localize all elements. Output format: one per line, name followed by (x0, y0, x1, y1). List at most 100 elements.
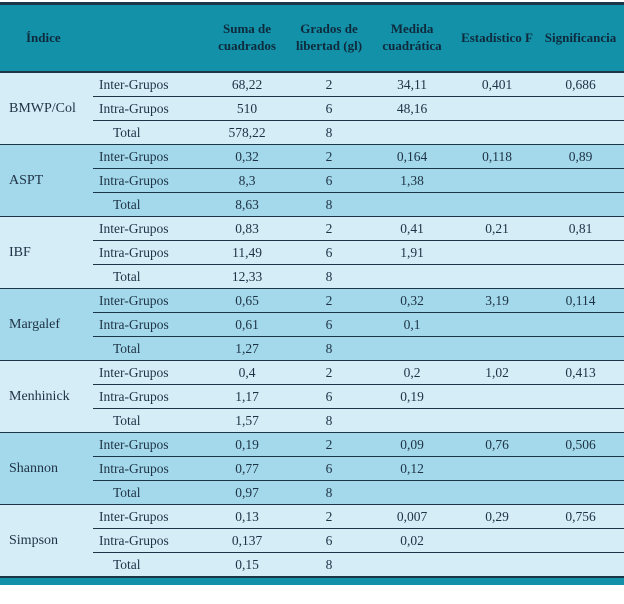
value-cell (457, 408, 538, 433)
value-cell: 8 (291, 336, 368, 361)
row-label-cell: Intra-Grupos (93, 528, 204, 553)
value-cell: 48,16 (367, 96, 458, 121)
value-cell (537, 96, 624, 121)
value-cell (457, 264, 538, 289)
value-cell: 0,007 (367, 504, 458, 529)
table-row: Menhinick Inter-Grupos 0,4 2 0,2 1,02 0,413 (0, 360, 624, 433)
value-cell: 0,19 (203, 432, 292, 457)
row-label-cell: Inter-Grupos (93, 360, 204, 385)
value-cell (537, 240, 624, 265)
value-cell: 68,22 (203, 71, 292, 97)
value-cell (457, 192, 538, 217)
table-row: Shannon Inter-Grupos 0,19 2 0,09 0,76 0,506 (0, 432, 624, 505)
table-row: Intra-Grupos 11,49 6 1,91 (0, 240, 624, 265)
value-cell (457, 456, 538, 481)
row-label-cell: Inter-Grupos (93, 71, 204, 97)
value-cell: 3,19 (457, 288, 538, 313)
value-cell: 0,164 (367, 144, 458, 169)
value-cell: 1,57 (203, 408, 292, 433)
row-label-cell: Total (93, 264, 204, 289)
value-cell: 0,32 (203, 144, 292, 169)
table-row: Margalef Inter-Grupos 0,65 2 0,32 3,19 0,114 (0, 288, 624, 361)
index-name-cell: Margalef (0, 288, 93, 361)
table-row: Intra-Grupos 0,137 6 0,02 (0, 528, 624, 553)
table-row: Total 1,27 8 (0, 336, 624, 361)
value-cell: 0,76 (457, 432, 538, 457)
value-cell: 0,65 (203, 288, 292, 313)
value-cell: 0,02 (367, 528, 458, 553)
row-label-cell: Total (93, 336, 204, 361)
table-header: Índice Suma de cuadrados Grados de liber… (0, 3, 624, 73)
table-row: BMWP/Col Inter-Grupos 68,22 2 34,11 0,401 0,68… (0, 71, 624, 145)
value-cell (457, 168, 538, 193)
value-cell: 0,61 (203, 312, 292, 337)
index-name-cell: ASPT (0, 144, 93, 217)
value-cell: 8 (291, 480, 368, 505)
col-header-gl: Grados de libertad (gl) (291, 3, 368, 73)
row-label-cell: Total (93, 192, 204, 217)
header-row: Índice Suma de cuadrados Grados de liber… (0, 3, 624, 73)
col-header-indice: Índice (0, 3, 204, 73)
row-label-cell: Intra-Grupos (93, 168, 204, 193)
value-cell: 0,83 (203, 216, 292, 241)
value-cell (537, 192, 624, 217)
table-row: Simpson Inter-Grupos 0,13 2 0,007 0,29 0,756 (0, 504, 624, 577)
value-cell: 1,17 (203, 384, 292, 409)
value-cell (457, 240, 538, 265)
row-label-cell: Intra-Grupos (93, 96, 204, 121)
value-cell: 0,13 (203, 504, 292, 529)
value-cell (457, 480, 538, 505)
value-cell: 6 (291, 384, 368, 409)
value-cell (537, 312, 624, 337)
value-cell: 0,686 (537, 71, 624, 97)
value-cell: 1,91 (367, 240, 458, 265)
row-label-cell: Intra-Grupos (93, 384, 204, 409)
value-cell: 6 (291, 456, 368, 481)
row-label-cell: Intra-Grupos (93, 240, 204, 265)
value-cell (537, 168, 624, 193)
value-cell (367, 336, 458, 361)
col-header-suma: Suma de cuadrados (203, 3, 292, 73)
row-label-cell: Total (93, 120, 204, 145)
value-cell: 8 (291, 408, 368, 433)
table-row: Total 0,97 8 (0, 480, 624, 505)
index-name-cell: Menhinick (0, 360, 93, 433)
row-label-cell: Inter-Grupos (93, 216, 204, 241)
table-row: Intra-Grupos 1,17 6 0,19 (0, 384, 624, 409)
col-header-sig: Significancia (537, 3, 624, 73)
value-cell: 12,33 (203, 264, 292, 289)
value-cell (537, 120, 624, 145)
value-cell: 8 (291, 552, 368, 577)
table-row: Intra-Grupos 8,3 6 1,38 (0, 168, 624, 193)
value-cell (367, 264, 458, 289)
value-cell: 0,19 (367, 384, 458, 409)
table-row: Intra-Grupos 510 6 48,16 (0, 96, 624, 121)
value-cell: 0,41 (367, 216, 458, 241)
value-cell: 1,38 (367, 168, 458, 193)
col-header-medida: Medida cuadrática (367, 3, 458, 73)
value-cell (367, 552, 458, 577)
value-cell: 0,09 (367, 432, 458, 457)
row-label-cell: Inter-Grupos (93, 432, 204, 457)
index-name-cell: Shannon (0, 432, 93, 505)
row-label-cell: Inter-Grupos (93, 144, 204, 169)
value-cell: 0,81 (537, 216, 624, 241)
row-label-cell: Intra-Grupos (93, 456, 204, 481)
value-cell (537, 552, 624, 577)
table-row: ASPT Inter-Grupos 0,32 2 0,164 0,118 0,89 (0, 144, 624, 217)
value-cell (367, 480, 458, 505)
value-cell: 0,29 (457, 504, 538, 529)
value-cell: 2 (291, 144, 368, 169)
value-cell (537, 480, 624, 505)
value-cell (457, 552, 538, 577)
value-cell: 2 (291, 432, 368, 457)
index-name-cell: BMWP/Col (0, 71, 93, 145)
value-cell: 11,49 (203, 240, 292, 265)
value-cell (457, 96, 538, 121)
value-cell: 0,137 (203, 528, 292, 553)
table-row: Total 1,57 8 (0, 408, 624, 433)
value-cell: 8 (291, 120, 368, 145)
value-cell: 6 (291, 96, 368, 121)
value-cell: 0,114 (537, 288, 624, 313)
value-cell (457, 336, 538, 361)
